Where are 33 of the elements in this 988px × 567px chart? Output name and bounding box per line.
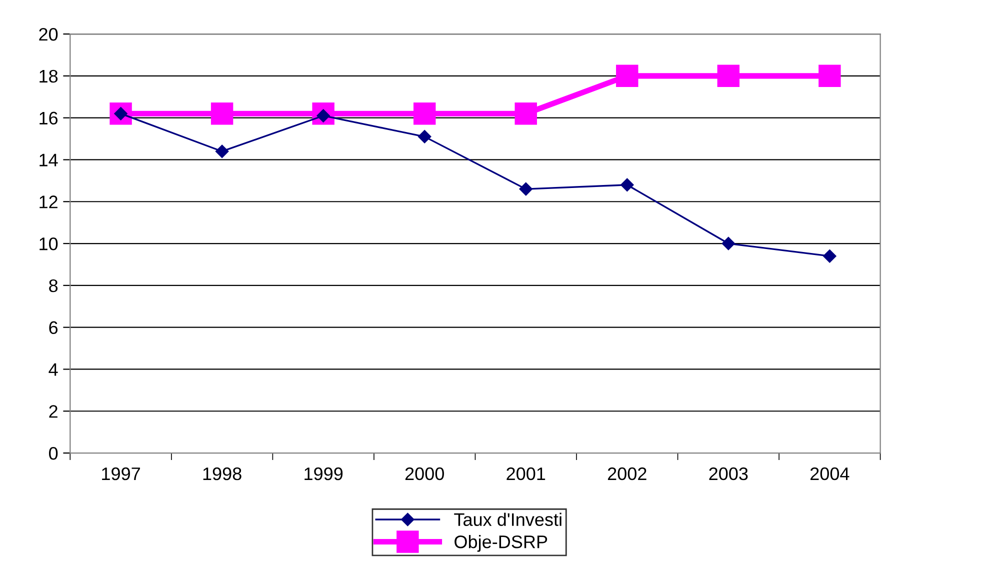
x-tick-label: 2002 — [608, 467, 646, 480]
y-tick-label: 4 — [48, 363, 58, 376]
x-tick-label: 2004 — [810, 467, 850, 480]
x-tick-label: 1998 — [203, 467, 242, 480]
point — [514, 102, 537, 125]
y-tick-label: 10 — [40, 237, 58, 250]
y-tick-label: 0 — [49, 446, 58, 460]
point — [823, 250, 836, 263]
legend-label: Obje-DSRP — [454, 534, 548, 552]
point — [413, 102, 436, 125]
point — [519, 182, 532, 196]
x-tick-label: 1999 — [304, 467, 343, 480]
x-tick-label: 2001 — [506, 467, 546, 480]
y-tick-label: 20 — [39, 28, 58, 41]
point — [717, 64, 740, 88]
point — [215, 144, 229, 158]
y-tick-label: 16 — [40, 112, 58, 125]
y-tick-label: 18 — [40, 70, 58, 83]
x-tick-label: 1997 — [102, 467, 140, 480]
point — [620, 178, 634, 192]
y-tick-label: 12 — [40, 196, 58, 208]
legend-label: Taux d'Investi — [454, 512, 562, 526]
point — [418, 130, 432, 144]
y-tick-label: 6 — [49, 321, 58, 334]
point — [616, 64, 638, 88]
y-tick-label: 8 — [49, 279, 58, 292]
x-tick-label: 2003 — [709, 467, 748, 480]
y-tick-label: 2 — [49, 405, 58, 418]
point — [210, 102, 234, 125]
point — [722, 236, 735, 250]
point — [818, 64, 841, 88]
x-tick-label: 2000 — [405, 467, 444, 480]
y-tick-label: 14 — [40, 154, 58, 166]
